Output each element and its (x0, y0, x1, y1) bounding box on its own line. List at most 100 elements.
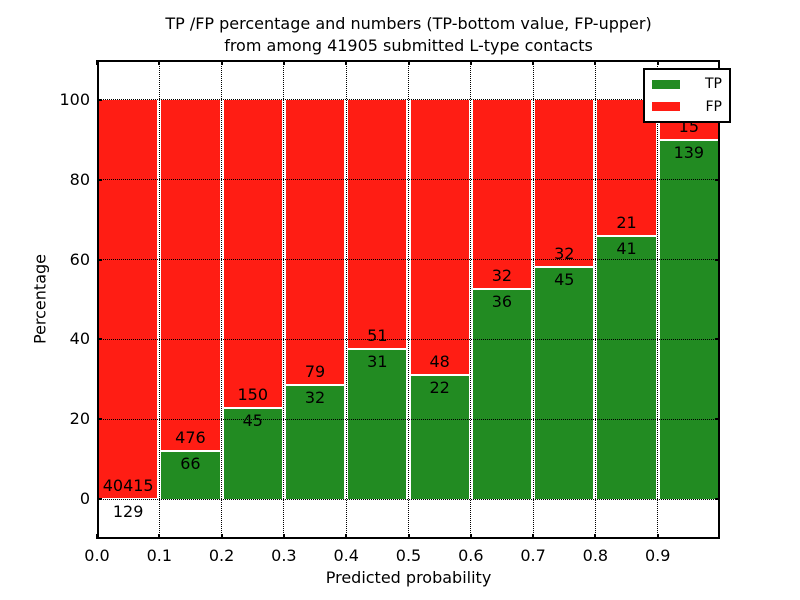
x-tick-label: 0.3 (271, 546, 297, 565)
x-gridline (594, 60, 596, 539)
x-tick-mark (407, 60, 410, 65)
fp-legend-label: FP (705, 98, 723, 115)
x-gridline (657, 60, 659, 539)
y-tick-mark (97, 258, 102, 261)
y-tick-mark (715, 418, 720, 421)
fp-count-label: 21 (616, 213, 637, 233)
fp-count-label: 150 (237, 384, 269, 404)
x-tick-label: 0.8 (582, 546, 609, 565)
chart-title: TP /FP percentage and numbers (TP-bottom… (97, 13, 720, 57)
tp-bar-segment (410, 373, 469, 500)
x-tick-mark (220, 534, 223, 539)
x-tick-mark (532, 60, 535, 65)
chart-title-line1: TP /FP percentage and numbers (TP-bottom… (165, 14, 652, 33)
y-tick-mark (715, 498, 720, 501)
tp-bar-segment (223, 406, 282, 500)
x-tick-mark (158, 60, 161, 65)
y-tick-label: 60 (69, 249, 90, 269)
tp-count-label: 36 (491, 291, 513, 311)
plot-area: TP FP 40415 129 476 66 150 45 79 32 51 31 48 22 32 36… (96, 60, 731, 539)
y-tick-mark (97, 338, 102, 341)
chart-title-line2: from among 41905 submitted L-type contac… (224, 36, 593, 55)
x-tick-mark (220, 60, 223, 65)
x-tick-label: 0.6 (458, 546, 484, 565)
y-tick-label: 80 (69, 169, 90, 189)
fp-bar-segment (348, 99, 407, 349)
x-gridline (158, 60, 160, 539)
tp-count-label: 45 (242, 410, 263, 430)
y-tick-mark (97, 178, 102, 181)
x-tick-mark (158, 534, 161, 539)
tp-count-label: 31 (367, 352, 388, 372)
x-gridline (408, 60, 409, 539)
y-tick-mark (97, 498, 102, 501)
tp-count-label: 66 (180, 454, 201, 474)
x-gridline (283, 60, 285, 539)
tp-count-label: 129 (112, 501, 144, 521)
y-tick-label: 100 (59, 89, 90, 109)
fp-color-swatch (652, 102, 680, 112)
tp-bar-segment (348, 348, 407, 500)
x-tick-label: 0.5 (395, 546, 422, 565)
x-tick-label: 0.7 (520, 546, 546, 565)
x-tick-label: 0.9 (644, 546, 671, 565)
x-axis-label: Predicted probability (325, 568, 492, 587)
fp-count-label: 79 (304, 362, 326, 381)
x-tick-label: 0.0 (84, 546, 110, 565)
y-tick-mark (715, 178, 720, 181)
x-gridline (470, 60, 472, 539)
x-tick-mark (656, 60, 659, 65)
y-tick-label: 40 (69, 329, 90, 349)
fp-bar-segment (223, 99, 282, 407)
fp-count-label: 32 (491, 265, 513, 285)
tp-bar-segment (659, 138, 720, 500)
tp-count-label: 139 (673, 142, 705, 162)
tp-bar-segment (161, 450, 220, 500)
x-tick-mark (532, 534, 535, 539)
y-tick-mark (715, 338, 720, 341)
y-tick-mark (715, 258, 720, 261)
x-tick-mark (469, 534, 472, 539)
fp-count-label: 51 (367, 326, 388, 346)
x-tick-mark (345, 60, 348, 65)
x-tick-mark (96, 60, 98, 65)
x-tick-label: 0.1 (146, 546, 173, 565)
x-tick-mark (282, 60, 285, 65)
x-tick-mark (407, 534, 410, 539)
y-tick-mark (97, 418, 102, 421)
x-gridline (221, 60, 223, 539)
fp-bar-segment (410, 99, 469, 374)
x-tick-mark (594, 534, 597, 539)
tp-count-label: 32 (304, 388, 326, 407)
x-tick-mark (469, 60, 472, 65)
tp-bar-segment (285, 384, 345, 500)
x-gridline (532, 60, 534, 539)
fp-bar-segment (285, 99, 345, 384)
fp-bar-segment (97, 99, 158, 498)
x-tick-mark (345, 534, 348, 539)
fp-count-label: 32 (554, 243, 575, 263)
fp-count-label: 48 (429, 351, 450, 371)
x-tick-mark (656, 534, 659, 539)
tp-count-label: 22 (429, 377, 450, 397)
y-tick-label: 0 (79, 489, 90, 509)
tp-bar-segment (472, 287, 532, 500)
legend-item-fp: FP (652, 99, 722, 115)
x-tick-label: 0.4 (333, 546, 359, 565)
fp-bar-segment (161, 99, 220, 451)
y-tick-mark (97, 98, 102, 101)
fp-count-label: 476 (175, 428, 206, 448)
fp-bar-segment (472, 99, 532, 288)
tp-bar-segment (535, 265, 594, 500)
tp-color-swatch (652, 79, 680, 89)
tp-legend-label: TP (705, 76, 722, 93)
x-tick-mark (282, 534, 285, 539)
legend-item-tp: TP (652, 76, 722, 92)
tp-count-label: 41 (616, 239, 637, 259)
x-tick-mark (594, 60, 597, 65)
x-tick-label: 0.2 (208, 546, 235, 565)
tp-count-label: 45 (554, 269, 575, 289)
x-tick-mark (96, 534, 98, 539)
fp-count-label: 40415 (102, 475, 154, 495)
